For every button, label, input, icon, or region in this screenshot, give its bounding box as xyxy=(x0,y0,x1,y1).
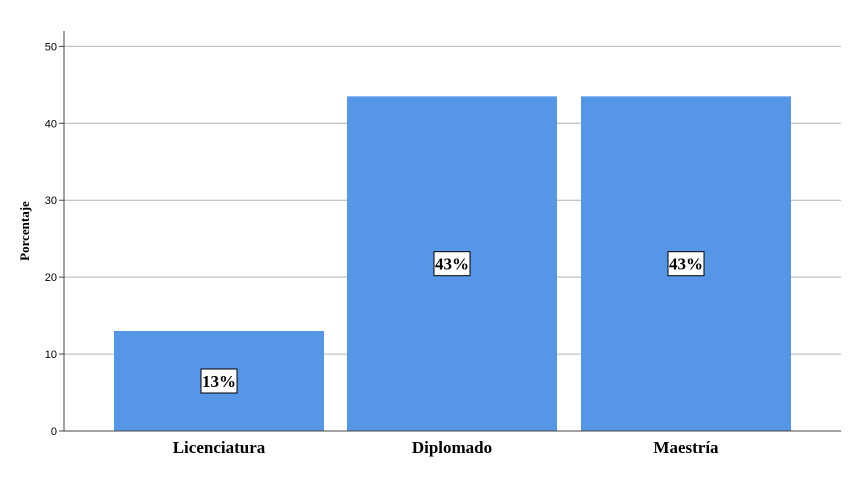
data-label-box-2 xyxy=(667,251,705,277)
x-tick-label-2: Maestría xyxy=(653,438,719,457)
y-axis-label: Porcentaje xyxy=(17,201,32,261)
data-label-box-1 xyxy=(433,251,471,277)
data-label-box-0 xyxy=(200,368,238,394)
y-tick-label-20: 20 xyxy=(45,272,57,284)
x-tick-label-1: Diplomado xyxy=(412,438,492,457)
y-tick-label-40: 40 xyxy=(45,118,57,130)
x-tick-label-0: Licenciatura xyxy=(173,438,266,457)
data-label-0: 13% xyxy=(202,372,236,391)
axes: 0 10 20 30 40 50 xyxy=(45,31,841,438)
y-tick-label-50: 50 xyxy=(45,41,57,53)
data-label-2: 43% xyxy=(669,255,703,274)
y-tick-label-0: 0 xyxy=(51,426,57,438)
labels: 13% Licenciatura 43% Diplomado 43% Maestría xyxy=(173,251,719,457)
data-label-1: 43% xyxy=(435,255,469,274)
y-tick-label-10: 10 xyxy=(45,349,57,361)
y-tick-label-30: 30 xyxy=(45,195,57,207)
